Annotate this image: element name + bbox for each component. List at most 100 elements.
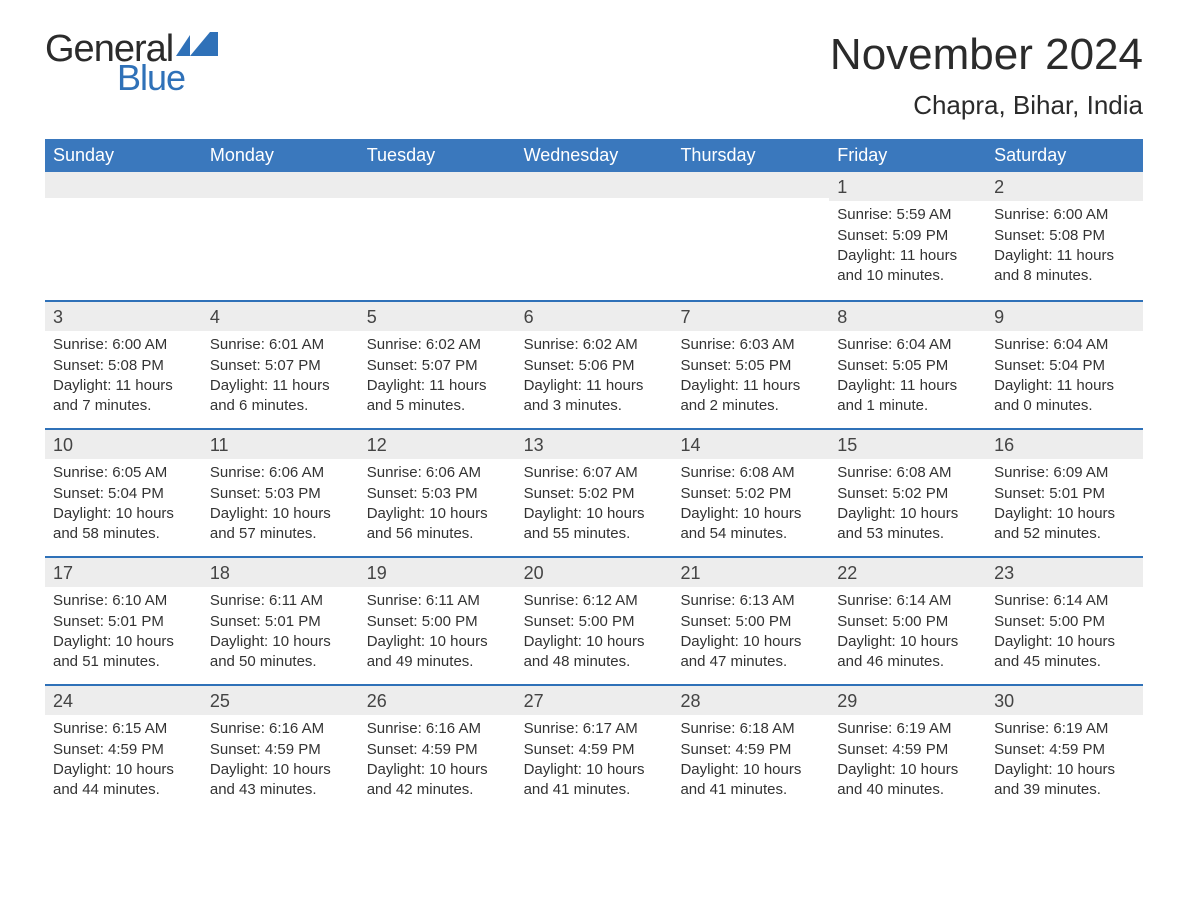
- sunset-line: Sunset: 5:07 PM: [210, 356, 351, 376]
- sunrise-line: Sunrise: 6:06 AM: [367, 463, 508, 483]
- day-cell: 12Sunrise: 6:06 AMSunset: 5:03 PMDayligh…: [359, 430, 516, 556]
- sunset-line: Sunset: 5:06 PM: [524, 356, 665, 376]
- weekday-header-cell: Saturday: [986, 139, 1143, 172]
- sunrise-line: Sunrise: 6:03 AM: [680, 335, 821, 355]
- daylight-line: Daylight: 10 hours and 49 minutes.: [367, 632, 508, 673]
- day-body: Sunrise: 6:03 AMSunset: 5:05 PMDaylight:…: [672, 331, 829, 424]
- day-cell: 29Sunrise: 6:19 AMSunset: 4:59 PMDayligh…: [829, 686, 986, 812]
- day-body: Sunrise: 6:05 AMSunset: 5:04 PMDaylight:…: [45, 459, 202, 552]
- logo-flag-icon: [176, 32, 218, 60]
- sunrise-line: Sunrise: 6:13 AM: [680, 591, 821, 611]
- weekday-header-cell: Sunday: [45, 139, 202, 172]
- day-cell: 2Sunrise: 6:00 AMSunset: 5:08 PMDaylight…: [986, 172, 1143, 300]
- day-cell: 14Sunrise: 6:08 AMSunset: 5:02 PMDayligh…: [672, 430, 829, 556]
- sunset-line: Sunset: 5:05 PM: [837, 356, 978, 376]
- day-body: Sunrise: 6:04 AMSunset: 5:04 PMDaylight:…: [986, 331, 1143, 424]
- day-number: 20: [516, 558, 673, 587]
- day-body: Sunrise: 6:07 AMSunset: 5:02 PMDaylight:…: [516, 459, 673, 552]
- daylight-line: Daylight: 10 hours and 39 minutes.: [994, 760, 1135, 801]
- daylight-line: Daylight: 10 hours and 43 minutes.: [210, 760, 351, 801]
- day-number: 22: [829, 558, 986, 587]
- sunset-line: Sunset: 5:04 PM: [53, 484, 194, 504]
- week-row: 1Sunrise: 5:59 AMSunset: 5:09 PMDaylight…: [45, 172, 1143, 300]
- daylight-line: Daylight: 11 hours and 6 minutes.: [210, 376, 351, 417]
- sunrise-line: Sunrise: 6:16 AM: [210, 719, 351, 739]
- day-number: 23: [986, 558, 1143, 587]
- day-body: Sunrise: 6:19 AMSunset: 4:59 PMDaylight:…: [986, 715, 1143, 808]
- day-body: Sunrise: 6:00 AMSunset: 5:08 PMDaylight:…: [45, 331, 202, 424]
- daylight-line: Daylight: 10 hours and 56 minutes.: [367, 504, 508, 545]
- day-cell: 22Sunrise: 6:14 AMSunset: 5:00 PMDayligh…: [829, 558, 986, 684]
- sunset-line: Sunset: 5:00 PM: [680, 612, 821, 632]
- day-body: Sunrise: 6:02 AMSunset: 5:07 PMDaylight:…: [359, 331, 516, 424]
- day-body: Sunrise: 5:59 AMSunset: 5:09 PMDaylight:…: [829, 201, 986, 294]
- daylight-line: Daylight: 11 hours and 1 minute.: [837, 376, 978, 417]
- day-cell: 4Sunrise: 6:01 AMSunset: 5:07 PMDaylight…: [202, 302, 359, 428]
- sunset-line: Sunset: 5:00 PM: [837, 612, 978, 632]
- sunset-line: Sunset: 4:59 PM: [53, 740, 194, 760]
- day-number: 2: [986, 172, 1143, 201]
- sunrise-line: Sunrise: 6:02 AM: [524, 335, 665, 355]
- sunrise-line: Sunrise: 6:09 AM: [994, 463, 1135, 483]
- sunrise-line: Sunrise: 6:07 AM: [524, 463, 665, 483]
- day-body: Sunrise: 6:16 AMSunset: 4:59 PMDaylight:…: [359, 715, 516, 808]
- daylight-line: Daylight: 10 hours and 40 minutes.: [837, 760, 978, 801]
- day-body: Sunrise: 6:14 AMSunset: 5:00 PMDaylight:…: [986, 587, 1143, 680]
- sunset-line: Sunset: 5:01 PM: [210, 612, 351, 632]
- sunrise-line: Sunrise: 6:11 AM: [210, 591, 351, 611]
- sunset-line: Sunset: 4:59 PM: [524, 740, 665, 760]
- week-row: 17Sunrise: 6:10 AMSunset: 5:01 PMDayligh…: [45, 556, 1143, 684]
- sunrise-line: Sunrise: 6:06 AM: [210, 463, 351, 483]
- day-body: Sunrise: 6:04 AMSunset: 5:05 PMDaylight:…: [829, 331, 986, 424]
- day-cell: 27Sunrise: 6:17 AMSunset: 4:59 PMDayligh…: [516, 686, 673, 812]
- sunrise-line: Sunrise: 5:59 AM: [837, 205, 978, 225]
- day-body: Sunrise: 6:16 AMSunset: 4:59 PMDaylight:…: [202, 715, 359, 808]
- day-number: 21: [672, 558, 829, 587]
- day-number: 14: [672, 430, 829, 459]
- daylight-line: Daylight: 11 hours and 0 minutes.: [994, 376, 1135, 417]
- day-number: 15: [829, 430, 986, 459]
- day-cell: 17Sunrise: 6:10 AMSunset: 5:01 PMDayligh…: [45, 558, 202, 684]
- sunrise-line: Sunrise: 6:14 AM: [994, 591, 1135, 611]
- weekday-header-cell: Friday: [829, 139, 986, 172]
- weekday-header-cell: Tuesday: [359, 139, 516, 172]
- daylight-line: Daylight: 10 hours and 48 minutes.: [524, 632, 665, 673]
- day-body: Sunrise: 6:15 AMSunset: 4:59 PMDaylight:…: [45, 715, 202, 808]
- logo: General Blue: [45, 30, 218, 96]
- day-body: Sunrise: 6:18 AMSunset: 4:59 PMDaylight:…: [672, 715, 829, 808]
- day-number: 4: [202, 302, 359, 331]
- day-cell: 9Sunrise: 6:04 AMSunset: 5:04 PMDaylight…: [986, 302, 1143, 428]
- sunrise-line: Sunrise: 6:00 AM: [53, 335, 194, 355]
- day-body: Sunrise: 6:10 AMSunset: 5:01 PMDaylight:…: [45, 587, 202, 680]
- day-cell: 8Sunrise: 6:04 AMSunset: 5:05 PMDaylight…: [829, 302, 986, 428]
- day-cell: 25Sunrise: 6:16 AMSunset: 4:59 PMDayligh…: [202, 686, 359, 812]
- daylight-line: Daylight: 10 hours and 58 minutes.: [53, 504, 194, 545]
- day-number: 12: [359, 430, 516, 459]
- day-number: 25: [202, 686, 359, 715]
- empty-day-bar: [45, 172, 202, 198]
- weekday-header-cell: Thursday: [672, 139, 829, 172]
- day-body: Sunrise: 6:06 AMSunset: 5:03 PMDaylight:…: [202, 459, 359, 552]
- day-number: 1: [829, 172, 986, 201]
- day-number: 11: [202, 430, 359, 459]
- daylight-line: Daylight: 10 hours and 41 minutes.: [524, 760, 665, 801]
- daylight-line: Daylight: 10 hours and 55 minutes.: [524, 504, 665, 545]
- daylight-line: Daylight: 10 hours and 44 minutes.: [53, 760, 194, 801]
- day-cell: 1Sunrise: 5:59 AMSunset: 5:09 PMDaylight…: [829, 172, 986, 300]
- month-title: November 2024: [830, 30, 1143, 80]
- weekday-header-row: SundayMondayTuesdayWednesdayThursdayFrid…: [45, 139, 1143, 172]
- day-body: Sunrise: 6:00 AMSunset: 5:08 PMDaylight:…: [986, 201, 1143, 294]
- sunset-line: Sunset: 5:02 PM: [837, 484, 978, 504]
- sunrise-line: Sunrise: 6:05 AM: [53, 463, 194, 483]
- daylight-line: Daylight: 10 hours and 50 minutes.: [210, 632, 351, 673]
- day-cell: 20Sunrise: 6:12 AMSunset: 5:00 PMDayligh…: [516, 558, 673, 684]
- sunset-line: Sunset: 5:04 PM: [994, 356, 1135, 376]
- empty-day-cell: [516, 172, 673, 300]
- day-cell: 24Sunrise: 6:15 AMSunset: 4:59 PMDayligh…: [45, 686, 202, 812]
- daylight-line: Daylight: 10 hours and 46 minutes.: [837, 632, 978, 673]
- day-body: Sunrise: 6:06 AMSunset: 5:03 PMDaylight:…: [359, 459, 516, 552]
- day-cell: 30Sunrise: 6:19 AMSunset: 4:59 PMDayligh…: [986, 686, 1143, 812]
- sunset-line: Sunset: 5:01 PM: [53, 612, 194, 632]
- daylight-line: Daylight: 11 hours and 10 minutes.: [837, 246, 978, 287]
- sunrise-line: Sunrise: 6:18 AM: [680, 719, 821, 739]
